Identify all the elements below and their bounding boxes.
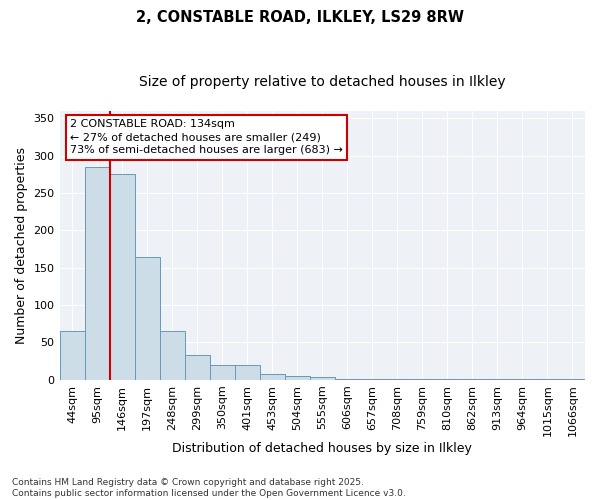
Text: 2, CONSTABLE ROAD, ILKLEY, LS29 8RW: 2, CONSTABLE ROAD, ILKLEY, LS29 8RW <box>136 10 464 25</box>
Bar <box>209 365 235 380</box>
Bar <box>335 379 360 380</box>
Bar <box>535 379 560 380</box>
Bar <box>185 355 209 380</box>
Text: 2 CONSTABLE ROAD: 134sqm
← 27% of detached houses are smaller (249)
73% of semi-: 2 CONSTABLE ROAD: 134sqm ← 27% of detach… <box>70 119 343 156</box>
Bar <box>110 174 134 380</box>
Bar <box>310 377 335 380</box>
Bar <box>385 379 410 380</box>
Text: Contains HM Land Registry data © Crown copyright and database right 2025.
Contai: Contains HM Land Registry data © Crown c… <box>12 478 406 498</box>
Bar <box>85 167 110 380</box>
Bar <box>560 379 585 380</box>
Bar <box>59 332 85 380</box>
Bar <box>510 379 535 380</box>
Bar <box>235 365 260 380</box>
Bar <box>360 379 385 380</box>
Bar <box>410 379 435 380</box>
Bar <box>160 332 185 380</box>
Bar <box>460 379 485 380</box>
Bar <box>285 376 310 380</box>
Bar <box>435 379 460 380</box>
Bar <box>485 379 510 380</box>
Bar <box>134 256 160 380</box>
Bar <box>260 374 285 380</box>
Title: Size of property relative to detached houses in Ilkley: Size of property relative to detached ho… <box>139 75 506 89</box>
Y-axis label: Number of detached properties: Number of detached properties <box>15 147 28 344</box>
X-axis label: Distribution of detached houses by size in Ilkley: Distribution of detached houses by size … <box>172 442 472 455</box>
